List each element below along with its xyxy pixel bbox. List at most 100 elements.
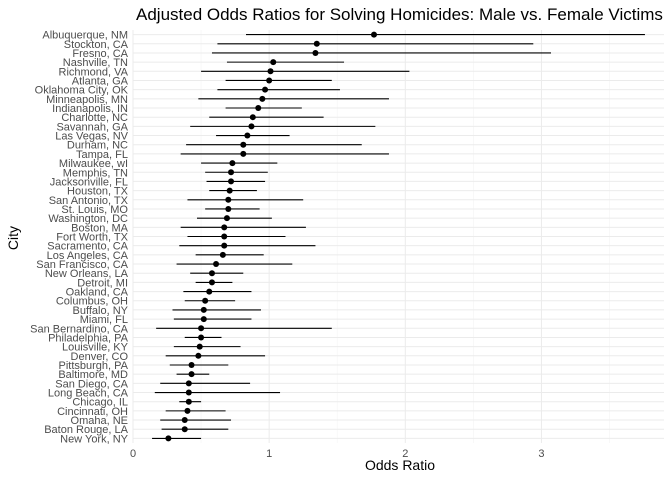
y-tick-label: Oakland, CA [66,287,129,299]
y-tick-label: New York, NY [60,433,129,445]
y-tick-label: Durham, NC [67,140,128,152]
y-tick-label: Stockton, CA [64,39,129,51]
y-tick-label: Memphis, TN [63,167,128,179]
odds-ratio-point [221,242,228,249]
odds-ratio-point [370,31,377,38]
y-tick-label: Miami, FL [80,314,128,326]
y-tick-label: Sacramento, CA [47,241,128,253]
y-tick-label: Atlanta, GA [72,75,129,87]
y-tick-label: Chicago, IL [72,397,128,409]
odds-ratio-point [240,141,247,148]
odds-ratio-point [196,343,203,350]
y-tick-label: Long Beach, CA [48,388,129,400]
y-tick-label: Buffalo, NY [73,305,129,317]
confidence-intervals [152,34,645,439]
y-tick-label: Jacksonville, FL [50,176,128,188]
x-tick-label: 0 [130,448,136,460]
odds-ratio-point [248,123,255,130]
odds-ratio-point [165,435,172,442]
odds-ratio-point [228,169,235,176]
odds-ratio-point [244,132,251,139]
odds-ratio-point [208,270,215,277]
y-tick-label: Fort Worth, TX [56,232,128,244]
y-tick-label: Richmond, VA [59,66,129,78]
y-tick-label: Milwaukee, wI [59,158,128,170]
odds-ratio-point [185,380,192,387]
y-tick-label: Omaha, NE [71,415,128,427]
y-tick-label: Baltimore, MD [58,369,128,381]
y-tick-label: Washington, DC [48,213,128,225]
odds-ratio-point [188,361,195,368]
y-tick-label: Detroit, MI [77,277,128,289]
odds-ratio-point [226,187,233,194]
odds-ratio-point [270,59,277,66]
x-tick-label: 1 [266,448,272,460]
odds-ratio-point [213,261,220,268]
odds-ratio-point [202,297,209,304]
odds-ratio-point [313,40,320,47]
y-tick-label: Columbus, OH [56,296,128,308]
odds-ratio-point [225,205,232,212]
y-tick-label: Oklahoma City, OK [35,85,129,97]
y-tick-label: San Francisco, CA [36,259,128,271]
y-tick-label: Fresno, CA [72,48,128,60]
y-tick-label: San Bernardino, CA [30,323,128,335]
y-tick-label: Baton Rouge, LA [44,424,128,436]
x-tick-label: 2 [402,448,408,460]
odds-ratio-point [262,86,269,93]
y-tick-label: Philadelphia, PA [48,332,129,344]
y-tick-label: San Antonio, TX [49,195,129,207]
odds-ratio-point [200,306,207,313]
odds-ratio-point [181,417,188,424]
y-tick-label: Minneapolis, MN [46,94,128,106]
odds-ratio-point [266,77,273,84]
y-tick-label: Indianapolis, IN [52,103,128,115]
y-tick-label: Tampa, FL [76,149,128,161]
y-tick-label: San Diego, CA [55,378,128,390]
odds-ratio-point [188,371,195,378]
odds-ratio-point [198,325,205,332]
odds-ratio-point [200,316,207,323]
odds-ratio-point [185,398,192,405]
odds-ratio-point [184,407,191,414]
y-tick-label: Houston, TX [67,186,129,198]
x-tick-label: 3 [538,448,544,460]
y-tick-label: Los Angeles, CA [47,250,129,262]
odds-ratio-point [181,426,188,433]
odds-ratio-point [312,49,319,56]
odds-ratio-point [267,68,274,75]
y-tick-label: Las Vegas, NV [55,131,128,143]
y-tick-label: Pittsburgh, PA [59,360,129,372]
odds-ratio-point [249,114,256,121]
odds-ratio-point [221,233,228,240]
odds-ratio-point [229,160,236,167]
odds-ratio-points [165,31,377,442]
odds-ratio-point [206,288,213,295]
odds-ratio-point [240,150,247,157]
x-tick-labels: 0 1 2 3 [130,448,545,460]
odds-ratio-point [198,334,205,341]
odds-ratio-point [208,279,215,286]
chart-title: Adjusted Odds Ratios for Solving Homicid… [136,5,663,24]
y-tick-label: Denver, CO [71,351,129,363]
odds-ratio-point [259,95,266,102]
y-tick-label: Nashville, TN [63,57,128,69]
x-axis-title: Odds Ratio [365,457,435,473]
y-tick-label: Savannah, GA [56,121,128,133]
y-tick-label: Charlotte, NC [61,112,128,124]
odds-ratio-point [195,352,202,359]
y-axis-title: City [5,226,21,250]
y-tick-label: New Orleans, LA [45,268,129,280]
odds-ratio-point [228,178,235,185]
odds-ratio-point [221,224,228,231]
odds-ratio-point [223,215,230,222]
y-tick-label: St. Louis, MO [61,204,128,216]
odds-ratio-point [185,389,192,396]
y-tick-label: Boston, MA [71,222,129,234]
odds-ratio-point [225,196,232,203]
odds-ratio-point [219,251,226,258]
y-tick-label: Cincinnati, OH [57,406,128,418]
